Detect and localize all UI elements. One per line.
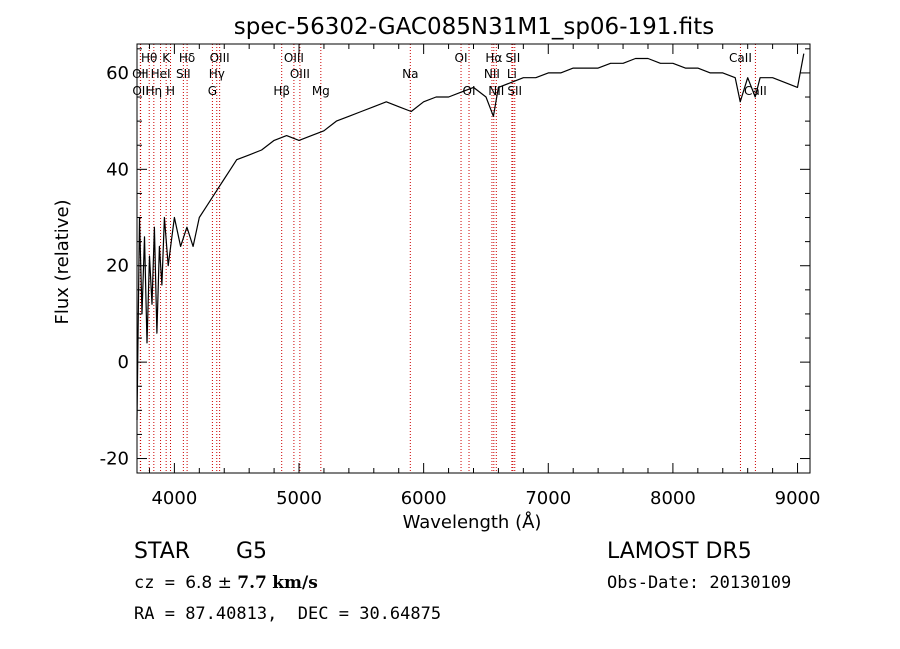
line-annotation: OIII (284, 51, 304, 65)
axes: 4000 5000 6000 7000 8000 9000 -20 0 20 40 60 (100, 44, 821, 509)
line-annotation: OIII (210, 51, 230, 65)
y-tick-label: 40 (106, 159, 129, 180)
coordinates-line: RA = 87.40813, DEC = 30.64875 (134, 604, 441, 624)
line-annotation: Hβ (273, 84, 290, 98)
line-annotation: OI (455, 51, 468, 65)
line-annotation: CaII (744, 84, 767, 98)
line-annotation: SII (176, 67, 191, 81)
line-annotation: NII (488, 84, 504, 98)
x-tick-label: 8000 (650, 488, 696, 509)
chart-title: spec-56302-GAC085N31M1_sp06-191.fits (234, 14, 714, 40)
cz-unit: km/s (272, 573, 318, 593)
line-annotation: G (208, 84, 217, 98)
y-tick-label: 0 (118, 352, 129, 373)
ra-label: RA = (134, 604, 186, 624)
line-annotation: Hα (485, 51, 502, 65)
line-annotation: OII (132, 84, 149, 98)
line-annotation: H (166, 84, 175, 98)
spectrum-polyline (136, 53, 805, 421)
x-tick-label: 4000 (151, 488, 197, 509)
line-annotation: Mg (312, 84, 330, 98)
cz-pm: ± (217, 573, 232, 593)
line-annotation: NII (484, 67, 500, 81)
x-tick-label: 6000 (401, 488, 447, 509)
line-annotation: OII (132, 67, 149, 81)
dec-value: 30.64875 (359, 604, 442, 624)
observation-date: Obs-Date: 20130109 (607, 573, 792, 593)
line-annotation: HeI (151, 67, 171, 81)
line-markers (139, 44, 756, 473)
x-tick-label: 5000 (276, 488, 322, 509)
line-annotation: Hθ (141, 51, 157, 65)
line-annotation: Na (402, 67, 418, 81)
line-annotation: K (162, 51, 171, 65)
object-class: STAR (134, 539, 191, 564)
line-annotation: OIII (290, 67, 310, 81)
x-axis-label: Wavelength (Å) (403, 511, 542, 533)
ra-value: 87.40813 (185, 604, 268, 624)
survey-name: LAMOST DR5 (607, 539, 752, 564)
line-annotation: SII (507, 84, 522, 98)
line-annotation: Li (507, 67, 517, 81)
spectrum-line (136, 53, 805, 421)
x-tick-label: 7000 (525, 488, 571, 509)
y-tick-label: -20 (100, 449, 129, 470)
line-annotation: Hη (146, 84, 163, 98)
y-tick-label: 60 (106, 63, 129, 84)
line-annotation: Hδ (179, 51, 195, 65)
plot-frame (136, 43, 811, 474)
y-tick-label: 20 (106, 256, 129, 277)
line-annotation: CaII (729, 51, 752, 65)
line-annotation: SII (506, 51, 521, 65)
x-tick-label: 9000 (775, 488, 821, 509)
line-annotation: Hγ (209, 67, 225, 81)
redshift-line: cz = 6.8 ± 7.7 km/s (134, 573, 318, 593)
cz-value: 6.8 (185, 573, 213, 593)
cz-prefix: cz = (134, 573, 186, 593)
y-axis-label: Flux (relative) (52, 199, 73, 324)
dec-label: , DEC = (267, 604, 360, 624)
object-subclass: G5 (236, 539, 268, 564)
cz-error: 7.7 (237, 573, 267, 593)
